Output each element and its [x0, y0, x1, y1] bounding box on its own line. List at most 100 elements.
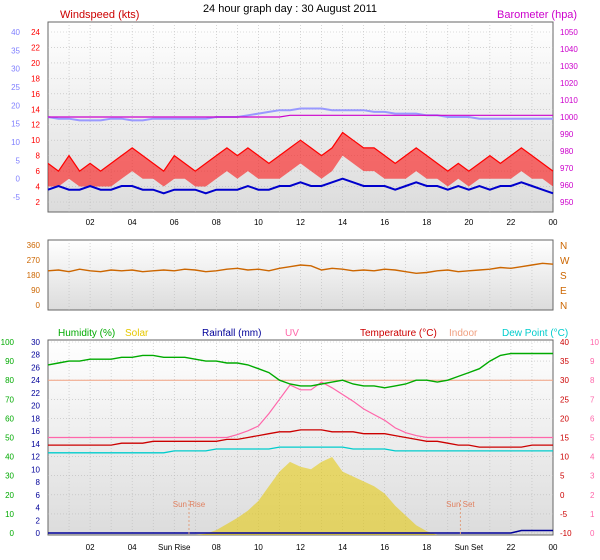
wind-tick-label: 18	[31, 74, 40, 83]
rainfall-tick-label: 4	[36, 504, 41, 513]
barometer-line	[48, 114, 553, 118]
humidity-panel-legend: Humidity (%) Solar Rainfall (mm) UV Temperat…	[58, 328, 568, 339]
rainfall-tick-label: 16	[31, 427, 40, 436]
wind-tick-label: 22	[31, 43, 40, 52]
humidity-tick-label: 100	[1, 338, 15, 347]
wind-tick-label: 14	[31, 105, 40, 114]
wind-panel: Windspeed (kts) Barometer (hpa) 40353025…	[11, 9, 578, 227]
blue-axis-tick-label: 0	[16, 175, 21, 184]
blue-left-axis: 40 35 30 25 20 15 10 5 0 -5	[11, 28, 20, 202]
wind-tick-label: 20	[31, 59, 40, 68]
humidity-tick-label: 90	[5, 357, 14, 366]
barometer-tick-label: 970	[560, 164, 574, 173]
rainfall-tick-label: 24	[31, 376, 40, 385]
wind-tick-label: 8	[36, 152, 41, 161]
temperature-tick-label: -5	[560, 510, 568, 519]
time-tick-label: 02	[86, 218, 95, 227]
blue-axis-tick-label: 5	[16, 156, 21, 165]
rainfall-tick-label: 2	[36, 516, 41, 525]
barometer-tick-label: 1010	[560, 96, 578, 105]
blue-axis-tick-label: 15	[11, 120, 20, 129]
rainfall-tick-label: 28	[31, 351, 40, 360]
blue-axis-tick-label: 25	[11, 83, 20, 92]
barometer-tick-label: 1040	[560, 45, 578, 54]
time-tick-label: Sun Set	[455, 543, 484, 552]
direction-panel-bg	[47, 239, 554, 311]
wind-tick-label: 4	[36, 183, 41, 192]
barometer-tick-label: 960	[560, 181, 574, 190]
blue-series-line	[47, 177, 554, 195]
uv-tick-label: 3	[590, 472, 595, 481]
direction-tick-label: 0	[36, 301, 41, 310]
time-tick-label: 14	[338, 543, 347, 552]
humidity-tick-label: 60	[5, 414, 14, 423]
barometer-tick-label: 1050	[560, 28, 578, 37]
wind-tick-label: 12	[31, 121, 40, 130]
barometer-tick-label: 950	[560, 198, 574, 207]
uv-line	[48, 381, 553, 439]
uv-tick-label: 8	[590, 376, 595, 385]
compass-label: E	[560, 286, 567, 297]
blue-axis-tick-label: 20	[11, 101, 20, 110]
humidity-tick-label: 20	[5, 491, 14, 500]
legend-entry: Solar	[125, 328, 149, 339]
blue-axis-tick-label: 30	[11, 65, 20, 74]
direction-tick-label: 360	[27, 241, 41, 250]
uv-tick-label: 1	[590, 510, 595, 519]
legend-entry: Dew Point (°C)	[502, 328, 568, 339]
uv-tick-label: 10	[590, 338, 599, 347]
barometer-tick-label: 990	[560, 130, 574, 139]
humidity-panel: Humidity (%) Solar Rainfall (mm) UV Temperat…	[1, 328, 600, 552]
time-tick-label: 22	[506, 543, 515, 552]
barometer-tick-label: 1020	[560, 79, 578, 88]
humidity-tick-label: 70	[5, 395, 14, 404]
time-tick-label: 04	[128, 543, 137, 552]
blue-axis-tick-label: -5	[13, 193, 21, 202]
temperature-tick-label: 25	[560, 395, 569, 404]
direction-tick-label: 180	[27, 271, 41, 280]
wind-direction-line	[47, 262, 554, 275]
time-tick-label: 18	[422, 218, 431, 227]
time-tick-label: 12	[296, 543, 305, 552]
wind-range-band	[48, 132, 553, 187]
wind-speed-line	[47, 131, 554, 172]
wind-tick-label: 6	[36, 167, 41, 176]
time-tick-label: 16	[380, 218, 389, 227]
legend-entry: Indoor	[449, 328, 478, 339]
compass-label: N	[560, 241, 567, 252]
wind-panel-title: Windspeed (kts)	[60, 9, 139, 21]
rainfall-tick-label: 12	[31, 453, 40, 462]
direction-tick-label: 90	[31, 286, 40, 295]
direction-degree-axis: 360 270 180 90 0	[27, 241, 41, 310]
barometer-axis: 1050 1040 1030 1020 1010 1000 990 980 970 960 950	[560, 28, 578, 207]
rainfall-tick-label: 20	[31, 402, 40, 411]
rainfall-tick-label: 18	[31, 414, 40, 423]
rainfall-tick-label: 30	[31, 338, 40, 347]
time-tick-label: 04	[128, 218, 137, 227]
barometer-panel-title: Barometer (hpa)	[497, 9, 577, 21]
time-tick-label: 08	[212, 543, 221, 552]
time-tick-label: 12	[296, 218, 305, 227]
direction-series-group	[47, 262, 554, 275]
dewpoint-line	[48, 446, 553, 454]
rainfall-tick-label: 14	[31, 440, 40, 449]
rainfall-tick-label: 22	[31, 389, 40, 398]
wind-axis: 24 22 20 18 16 14 12 10 8 6 4 2	[31, 28, 40, 207]
temperature-tick-label: 30	[560, 376, 569, 385]
time-tick-label: 08	[212, 218, 221, 227]
uv-tick-label: 0	[590, 529, 595, 538]
sunrise-label: Sun Rise	[173, 500, 206, 509]
uv-tick-label: 9	[590, 357, 595, 366]
legend-entry: Temperature (°C)	[360, 328, 437, 339]
rainfall-tick-label: 6	[36, 491, 41, 500]
rainfall-line	[48, 529, 553, 534]
temperature-tick-label: 10	[560, 453, 569, 462]
page-title: 24 hour graph day : 30 August 2011	[203, 3, 377, 15]
uv-tick-label: 5	[590, 434, 595, 443]
uv-tick-label: 2	[590, 491, 595, 500]
time-tick-label: 22	[506, 218, 515, 227]
barometer-tick-label: 980	[560, 147, 574, 156]
